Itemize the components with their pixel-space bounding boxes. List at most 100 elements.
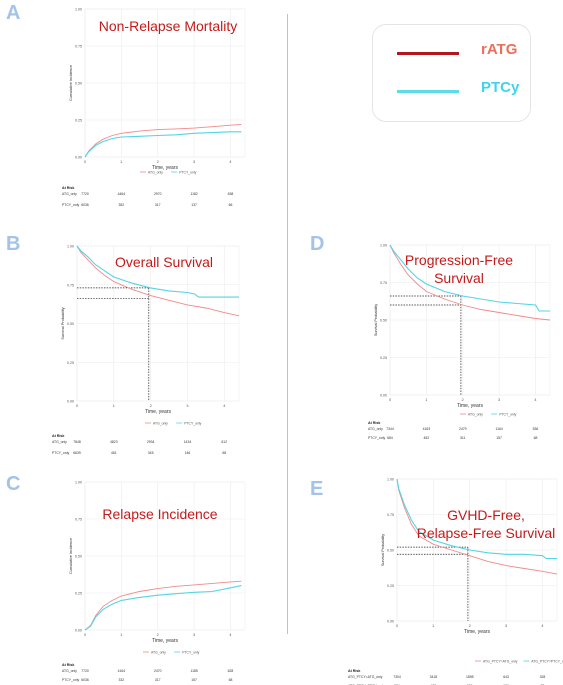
panel-title-line: Survival: [434, 270, 484, 286]
panel-title-line: Overall Survival: [115, 254, 213, 270]
risk-table-cell: 612: [221, 440, 227, 444]
risk-table-cell: 146: [185, 451, 191, 455]
risk-table-cell: 452: [424, 436, 430, 440]
risk-table-cell: 311: [460, 436, 466, 440]
risk-table-cell: 157: [191, 678, 197, 682]
curve-legend-label: ATG_PTCY=ATG_only: [483, 659, 518, 663]
panel-title-line: Progression-Free: [405, 252, 513, 268]
risk-table-cell: 68: [222, 451, 226, 455]
x-tick-label: 3: [505, 624, 507, 628]
risk-table-cell: 7304: [393, 675, 401, 679]
x-axis-label: Time, years: [464, 629, 490, 635]
risk-table-cell: 66: [229, 203, 233, 207]
legend-line-ratg: [397, 52, 459, 55]
y-tick-label: 1.00: [387, 478, 394, 482]
risk-table-header: At Risk: [368, 421, 380, 425]
panel-title-line: Non-Relapse Mortality: [99, 18, 238, 34]
curve-legend-label: ATG_only: [468, 412, 483, 416]
y-tick-label: 0.25: [75, 119, 82, 123]
risk-table-cell: 684: [387, 436, 393, 440]
x-tick-label: 1: [425, 398, 427, 402]
y-tick-label: 0.50: [387, 549, 394, 553]
y-tick-label: 0.75: [380, 281, 387, 285]
y-tick-label: 1.00: [380, 244, 387, 248]
risk-table-cell: 1434: [184, 440, 192, 444]
x-axis-label: Time, years: [457, 403, 483, 409]
panel-title-line: Relapse-Free Survival: [417, 525, 556, 541]
risk-table-cell: 332: [119, 678, 125, 682]
risk-table-cell: 7720: [81, 669, 89, 673]
risk-table-cell: 461: [111, 451, 117, 455]
panel-divider: [287, 14, 288, 634]
panel-letter-b: B: [6, 233, 21, 255]
risk-table-header: At Risk: [62, 186, 74, 190]
risk-table-cell: 4163: [423, 427, 431, 431]
y-tick-label: 1.00: [75, 481, 82, 485]
risk-table-cell: 317: [155, 678, 161, 682]
risk-table-row-label: PTCY_only: [62, 203, 79, 207]
series-line-atg-ptcy-atg-only: [396, 478, 558, 575]
y-tick-label: 0.00: [387, 620, 394, 624]
risk-table-cell: 4823: [110, 440, 118, 444]
legend-label-ratg: rATG: [481, 41, 518, 58]
risk-table-cell: 643: [503, 675, 509, 679]
x-tick-label: 1: [120, 633, 122, 637]
x-tick-label: 4: [534, 398, 536, 402]
x-tick-label: 4: [223, 404, 225, 408]
risk-table-header: At Risk: [52, 434, 64, 438]
y-tick-label: 0.75: [387, 513, 394, 517]
risk-table-row-label: ATG_PTCY=ATG_only: [348, 675, 383, 679]
risk-table-cell: 628: [228, 669, 234, 673]
x-tick-label: 1: [120, 160, 122, 164]
x-tick-label: 1: [432, 624, 434, 628]
risk-table-header: At Risk: [348, 669, 360, 673]
y-tick-label: 1.00: [75, 8, 82, 12]
legend-item-ptcy: PTCy: [397, 79, 519, 103]
series-line-ptcy-only: [389, 244, 550, 312]
y-tick-label: 0.50: [67, 322, 74, 326]
series-line-atg-only: [84, 580, 242, 631]
risk-table-cell: 638: [228, 192, 234, 196]
risk-table-cell: 352: [119, 203, 125, 207]
risk-table-row-label: PTCY_only: [62, 678, 79, 682]
y-tick-label: 0.25: [67, 361, 74, 365]
x-tick-label: 0: [389, 398, 391, 402]
risk-table-cell: 7720: [81, 192, 89, 196]
risk-table-cell: 2934: [147, 440, 155, 444]
y-tick-label: 0.50: [75, 555, 82, 559]
curve-legend-label: ATG_only: [148, 170, 163, 174]
series-line-atg-only: [84, 123, 242, 158]
curve-legend-label: PTCY_only: [499, 412, 516, 416]
risk-table-row-label: ATG_only: [52, 440, 67, 444]
curve-legend-label: PTCY_only: [184, 421, 201, 425]
y-tick-label: 0.25: [380, 356, 387, 360]
curve-legend-label: PTCY_only: [182, 650, 199, 654]
x-tick-label: 0: [396, 624, 398, 628]
y-tick-label: 0.25: [75, 592, 82, 596]
risk-table-row-label: ATG_only: [368, 427, 383, 431]
y-tick-label: 0.00: [75, 629, 82, 633]
x-tick-label: 4: [541, 624, 543, 628]
risk-table-cell: 2479: [459, 427, 467, 431]
risk-table-cell: 345: [148, 451, 154, 455]
curve-legend-label: ATG_PTCY=PTCY_only: [531, 659, 563, 663]
legend-line-ptcy: [397, 90, 459, 93]
risk-table-row-label: PTCY_only: [52, 451, 69, 455]
x-tick-label: 2: [462, 398, 464, 402]
risk-table-header: At Risk: [62, 663, 74, 667]
y-axis-label: Survival Probability: [381, 534, 385, 566]
curve-legend-label: PTCY_only: [179, 170, 196, 174]
risk-table-cell: 328: [540, 675, 546, 679]
series-line-ptcy-only: [76, 245, 239, 298]
risk-table-row-label: ATG_only: [62, 669, 77, 673]
risk-table-cell: 6036: [81, 678, 89, 682]
y-tick-label: 0.25: [387, 584, 394, 588]
series-line-atg-only: [389, 244, 551, 321]
x-tick-label: 2: [150, 404, 152, 408]
risk-table-row-label: PTCY_only: [368, 436, 385, 440]
y-tick-label: 0.50: [380, 319, 387, 323]
y-axis-label: Cumulative Incidence: [69, 538, 73, 574]
risk-table-cell: 1185: [190, 669, 197, 673]
y-axis-label: Cumulative Incidence: [69, 65, 73, 101]
